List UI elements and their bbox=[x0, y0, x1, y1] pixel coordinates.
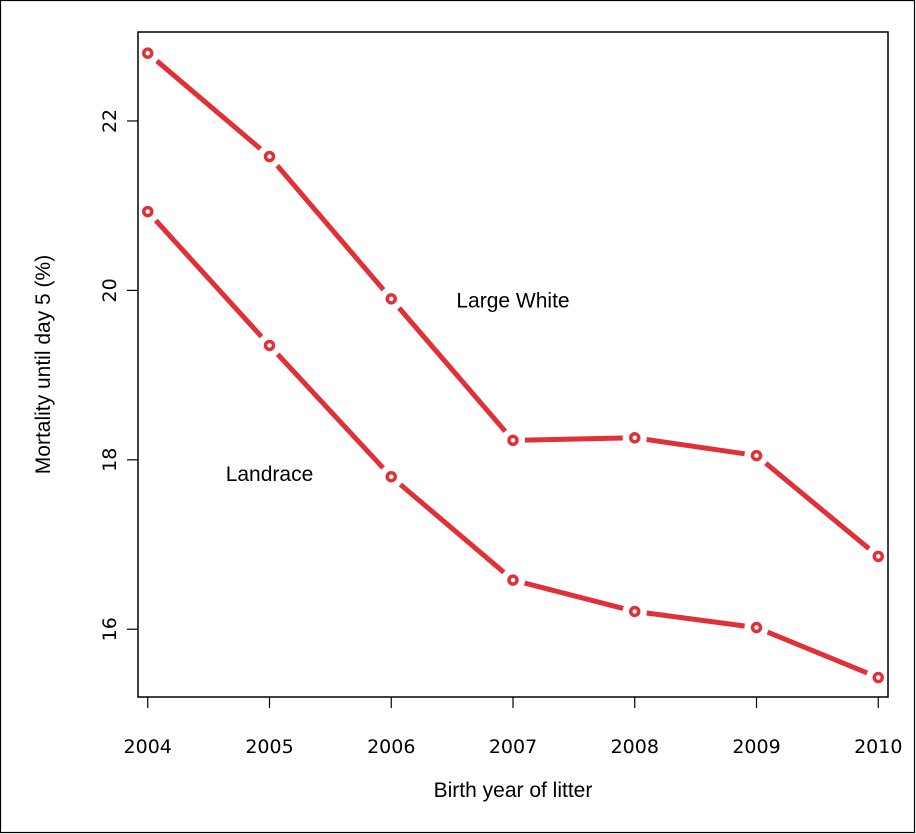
x-tick-label: 2006 bbox=[367, 736, 415, 758]
data-point bbox=[385, 470, 397, 483]
series-line-segment bbox=[397, 306, 508, 433]
data-point bbox=[263, 150, 276, 163]
series-annotation: Large White bbox=[456, 289, 569, 312]
y-tick-label: 22 bbox=[99, 109, 121, 133]
y-tick-label: 16 bbox=[99, 617, 121, 641]
data-point bbox=[750, 621, 763, 634]
series-2 bbox=[141, 205, 885, 684]
data-point bbox=[629, 432, 641, 444]
plot-area bbox=[141, 47, 885, 684]
series-line-segment bbox=[398, 482, 506, 575]
data-point bbox=[872, 671, 885, 684]
data-point bbox=[141, 205, 154, 218]
data-point bbox=[750, 449, 763, 462]
data-point bbox=[872, 550, 885, 563]
x-axis-label: Birth year of litter bbox=[434, 779, 593, 802]
x-tick-label: 2007 bbox=[489, 736, 537, 758]
y-axis: 16 18 20 22 bbox=[99, 109, 138, 641]
series-line-segment bbox=[523, 580, 624, 611]
series-line-segment bbox=[764, 461, 871, 551]
annotations: Large White Landrace bbox=[226, 289, 570, 486]
plot-frame bbox=[137, 31, 889, 698]
series-line-segment bbox=[766, 629, 869, 676]
x-tick-label: 2005 bbox=[245, 736, 293, 758]
y-axis-label: Mortality until day 5 (%) bbox=[32, 255, 55, 474]
series-line-segment bbox=[275, 164, 386, 292]
data-point bbox=[629, 605, 641, 618]
y-tick-label: 18 bbox=[99, 448, 121, 472]
y-tick-label: 20 bbox=[99, 278, 121, 302]
x-tick-label: 2010 bbox=[854, 736, 902, 758]
data-point bbox=[141, 47, 154, 59]
x-tick-label: 2004 bbox=[124, 736, 172, 758]
series-line-segment bbox=[646, 610, 745, 629]
series-1 bbox=[141, 47, 885, 563]
data-point bbox=[507, 434, 519, 447]
x-tick-label: 2008 bbox=[611, 736, 659, 758]
series-annotation: Landrace bbox=[226, 463, 314, 486]
series-line-segment bbox=[153, 218, 264, 339]
data-point bbox=[507, 574, 519, 586]
data-point bbox=[263, 339, 276, 352]
data-point bbox=[385, 293, 397, 305]
series-line-segment bbox=[155, 59, 262, 151]
x-axis: 2004 2005 2006 2007 2008 2009 2010 bbox=[124, 697, 902, 758]
series-line-segment bbox=[646, 437, 745, 457]
series-line-segment bbox=[275, 352, 385, 470]
x-tick-label: 2009 bbox=[732, 736, 780, 758]
series-line-segment bbox=[524, 435, 623, 443]
